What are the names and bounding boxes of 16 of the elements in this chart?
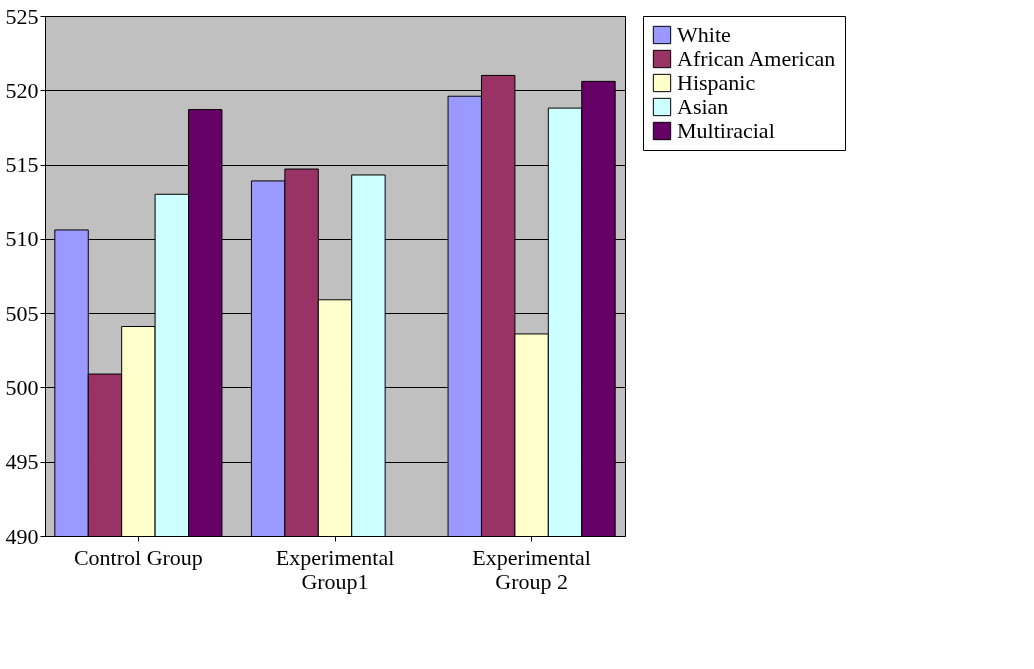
legend-label: White [677, 22, 731, 47]
x-tick-label: Experimental Group1 [275, 544, 395, 594]
legend-label: Asian [677, 94, 729, 119]
y-tick-label: 505 [5, 300, 39, 326]
y-tick-label: 520 [5, 77, 39, 103]
legend-label: African American [677, 46, 836, 71]
x-tick-label: Control Group [73, 544, 203, 570]
legend-label: Hispanic [677, 70, 756, 95]
y-tick-label: 495 [5, 449, 39, 475]
y-tick-label: 510 [5, 226, 39, 252]
x-tick-label: Experimental Group 2 [472, 544, 591, 594]
legend-label: Multiracial [677, 118, 775, 143]
y-tick-label: 515 [5, 152, 39, 178]
y-tick-label: 490 [5, 523, 39, 549]
y-tick-label: 500 [5, 374, 39, 400]
y-tick-label: 525 [5, 3, 39, 29]
